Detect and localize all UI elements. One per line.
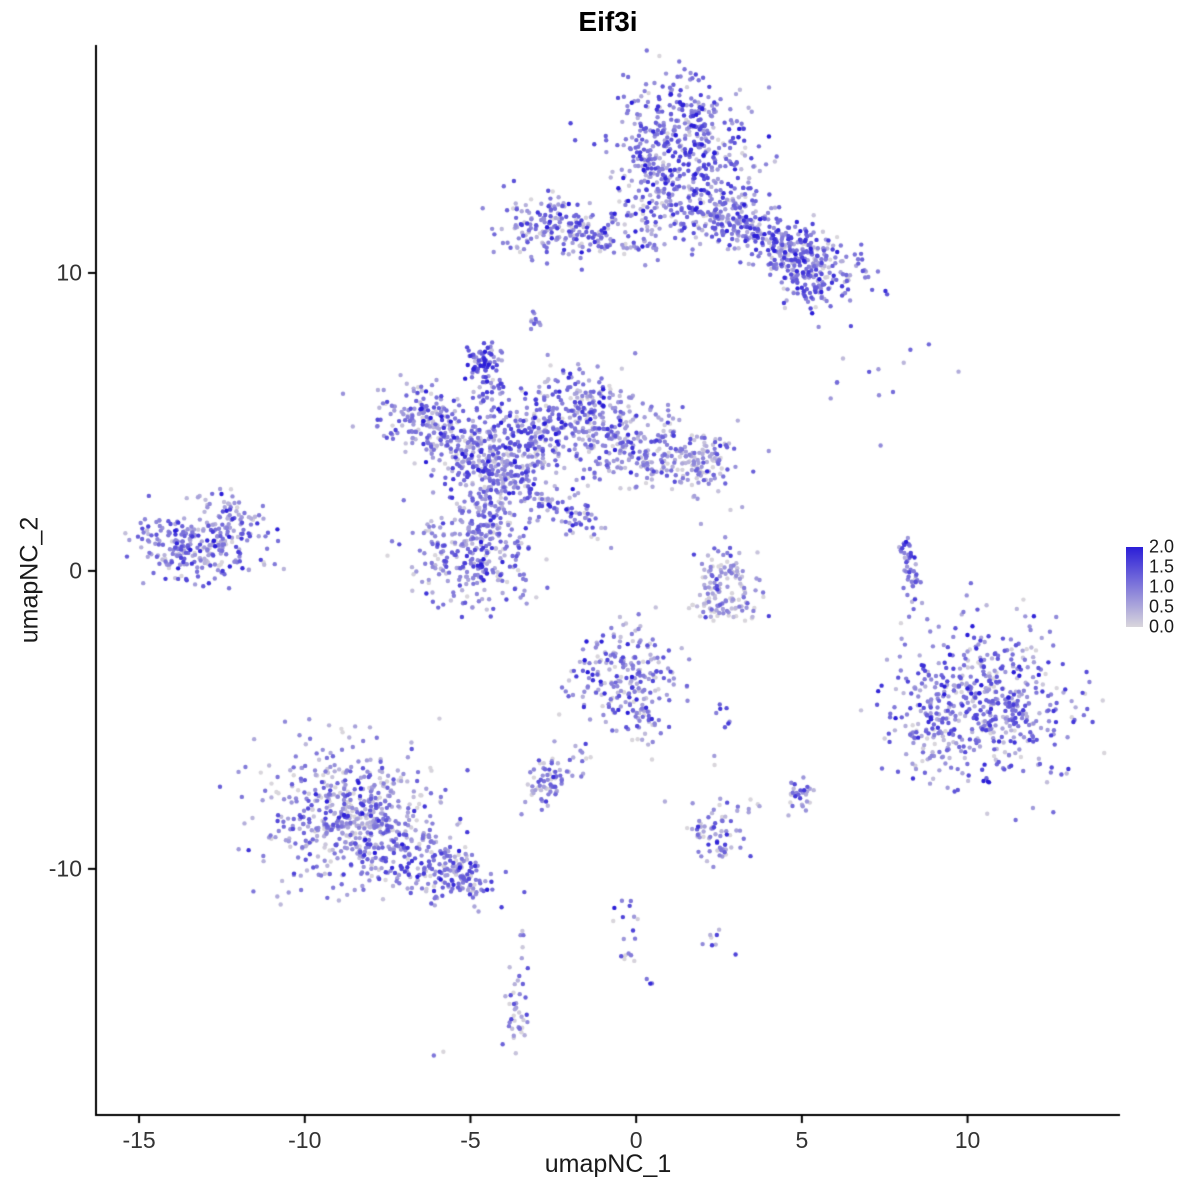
x-axis-title: umapNC_1 [544, 1150, 672, 1178]
color-legend-gradient-bar [1126, 547, 1143, 627]
legend-tick-label: 0.0 [1149, 616, 1175, 637]
legend-tick-label: 2.0 [1149, 536, 1175, 557]
y-tick-label: 10 [56, 259, 82, 286]
chart-title: Eif3i [578, 6, 638, 37]
x-tick-label: 10 [954, 1127, 981, 1153]
legend-tick-label: 1.0 [1149, 576, 1175, 597]
x-tick-label: -10 [288, 1127, 322, 1153]
x-tick-label: -15 [122, 1127, 156, 1153]
x-tick-label: -5 [460, 1127, 481, 1153]
x-tick-label: 0 [629, 1127, 643, 1153]
legend-tick-label: 0.5 [1149, 596, 1175, 617]
y-tick-label: 0 [69, 557, 82, 584]
legend-tick-label: 1.5 [1149, 556, 1175, 577]
x-tick-label: 5 [795, 1127, 809, 1153]
y-tick-label: -10 [48, 855, 82, 882]
